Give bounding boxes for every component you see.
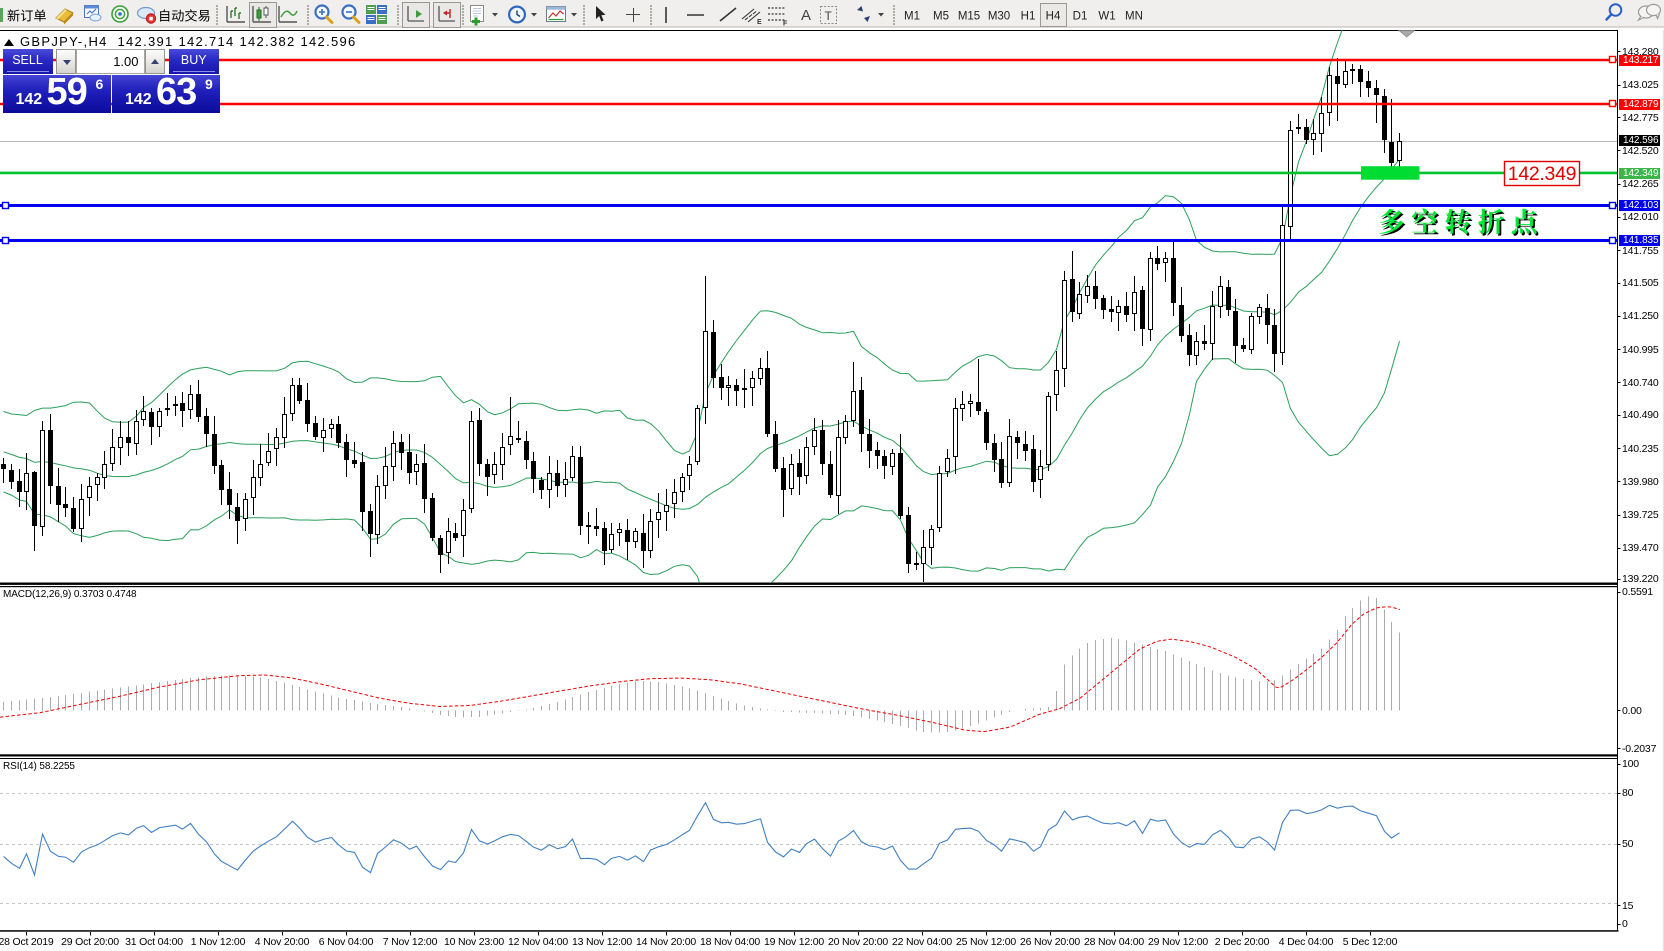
svg-text:T: T [825, 9, 833, 23]
svg-text:M1: M1 [904, 11, 920, 23]
svg-text:M30: M30 [988, 11, 1010, 23]
svg-text:W1: W1 [1098, 11, 1115, 23]
svg-text:A: A [801, 7, 811, 24]
svg-text:H1: H1 [1021, 11, 1036, 23]
svg-text:MN: MN [1125, 11, 1143, 23]
svg-text:142.349: 142.349 [1508, 163, 1576, 185]
svg-text:F: F [783, 21, 788, 28]
svg-text:M5: M5 [933, 11, 949, 23]
svg-text:E: E [757, 19, 762, 26]
svg-text:D1: D1 [1073, 11, 1088, 23]
svg-text:H4: H4 [1046, 11, 1061, 23]
svg-text:M15: M15 [958, 11, 980, 23]
